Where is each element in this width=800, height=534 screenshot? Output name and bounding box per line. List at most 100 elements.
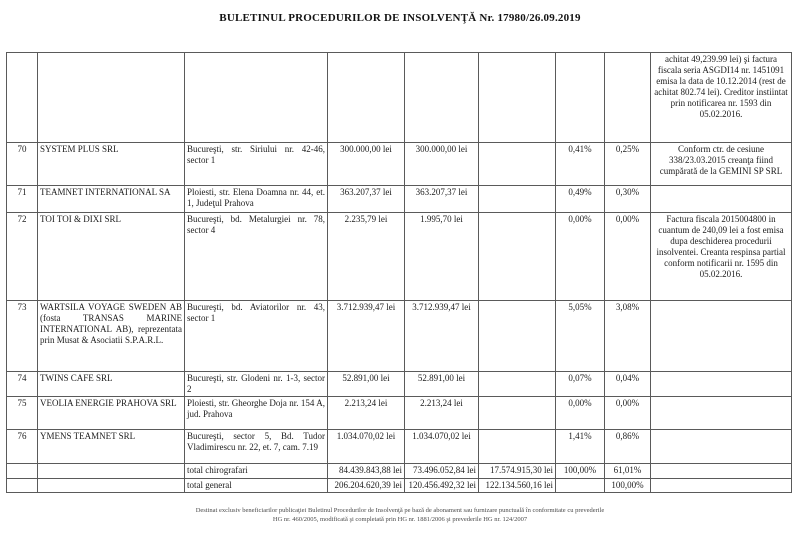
observations-cell [650,396,792,430]
creditor-name-cell: VEOLIA ENERGIE PRAHOVA SRL [37,396,185,430]
amount-declared-cell: 206.204.620,39 lei [327,478,405,493]
percent-table-cell: 100,00% [555,463,605,479]
row-number-cell [6,478,38,493]
creditor-name-cell: SYSTEM PLUS SRL [37,142,185,186]
amount-admitted-cell: 3.712.939,47 lei [404,300,479,372]
amount-declared-cell: 52.891,00 lei [327,371,405,397]
amount-admitted-cell: 363.207,37 lei [404,185,479,213]
table-row: 76 YMENS TEAMNET SRL Bucureşti, sector 5, … [6,429,792,464]
observations-cell [650,371,792,397]
total-row: total chirografari 84.439.843,88 lei 73.49… [6,463,792,479]
creditors-table-body: achitat 49,239.99 lei) şi factura fiscal… [6,52,792,493]
observations-cell [650,463,792,479]
amount-admitted-cell [404,52,479,143]
observations-cell [650,300,792,372]
percent-table-cell: 0,49% [555,185,605,213]
footer-line-1: Destinat exclusiv beneficiarilor publica… [195,507,605,514]
table-row: 73 WARTSILA VOYAGE SWEDEN AB (fosta TRANS… [6,300,792,372]
observations-cell [650,185,792,213]
percent-total-cell: 100,00% [604,478,651,493]
percent-total-cell: 0,86% [604,429,651,464]
row-number-cell: 72 [6,212,38,301]
percent-total-cell: 0,04% [604,371,651,397]
percent-total-cell: 61,01% [604,463,651,479]
creditor-name-cell: TWINS CAFE SRL [37,371,185,397]
percent-table-cell [555,478,605,493]
percent-table-cell: 0,00% [555,212,605,301]
amount-rejected-cell [478,52,556,143]
percent-total-cell [604,52,651,143]
amount-admitted-cell: 120.456.492,32 lei [404,478,479,493]
amount-rejected-cell [478,142,556,186]
observations-cell [650,478,792,493]
creditor-name-cell [37,463,185,479]
creditor-address-cell: Ploiesti, str. Gheorghe Doja nr. 154 A, … [184,396,328,430]
page-title: BULETINUL PROCEDURILOR DE INSOLVENŢĂ Nr.… [219,12,581,24]
amount-rejected-cell [478,371,556,397]
creditor-name-cell [37,478,185,493]
footer-line-2: HG nr. 460/2005, modificată şi completat… [272,516,528,523]
total-label-cell: total chirografari [184,463,328,479]
table-row: 74 TWINS CAFE SRL Bucureşti, str. Glodeni … [6,371,792,397]
row-number-cell: 76 [6,429,38,464]
amount-rejected-cell [478,185,556,213]
creditor-address-cell: Bucureşti, sector 5, Bd. Tudor Vladimire… [184,429,328,464]
amount-admitted-cell: 1.034.070,02 lei [404,429,479,464]
creditor-address-cell: Bucureşti, str. Siriului nr. 42-46, sect… [184,142,328,186]
amount-declared-cell: 1.034.070,02 lei [327,429,405,464]
creditor-name-cell: WARTSILA VOYAGE SWEDEN AB (fosta TRANSAS… [37,300,185,372]
creditor-name-cell [37,52,185,143]
percent-total-cell: 0,30% [604,185,651,213]
creditor-address-cell: Bucureşti, bd. Metalurgiei nr. 78, secto… [184,212,328,301]
amount-declared-cell: 300.000,00 lei [327,142,405,186]
amount-declared-cell: 84.439.843,88 lei [327,463,405,479]
amount-declared-cell: 2.235,79 lei [327,212,405,301]
amount-rejected-cell [478,300,556,372]
percent-total-cell: 3,08% [604,300,651,372]
observations-cell: achitat 49,239.99 lei) şi factura fiscal… [650,52,792,143]
amount-declared-cell [327,52,405,143]
table-row: 72 TOI TOI & DIXI SRL Bucureşti, bd. Metal… [6,212,792,301]
row-number-cell: 75 [6,396,38,430]
table-row: 71 TEAMNET INTERNATIONAL SA Ploiesti, str.… [6,185,792,213]
page-footer: Destinat exclusiv beneficiarilor publica… [0,506,800,524]
creditor-name-cell: TOI TOI & DIXI SRL [37,212,185,301]
amount-rejected-cell [478,429,556,464]
percent-total-cell: 0,00% [604,396,651,430]
percent-table-cell: 0,07% [555,371,605,397]
amount-rejected-cell [478,396,556,430]
row-number-cell: 71 [6,185,38,213]
row-number-cell [6,52,38,143]
creditors-table: achitat 49,239.99 lei) şi factura fiscal… [6,52,792,493]
creditor-address-cell: Bucureşti, str. Glodeni nr. 1-3, sector … [184,371,328,397]
percent-table-cell [555,52,605,143]
creditor-address-cell [184,52,328,143]
table-row: 70 SYSTEM PLUS SRL Bucureşti, str. Siriulu… [6,142,792,186]
percent-total-cell: 0,25% [604,142,651,186]
observations-cell: Conform ctr. de cesiune 338/23.03.2015 c… [650,142,792,186]
creditor-name-cell: TEAMNET INTERNATIONAL SA [37,185,185,213]
row-number-cell: 74 [6,371,38,397]
observations-cell: Factura fiscala 2015004800 in cuantum de… [650,212,792,301]
row-number-cell: 73 [6,300,38,372]
amount-rejected-cell: 122.134.560,16 lei [478,478,556,493]
creditor-name-cell: YMENS TEAMNET SRL [37,429,185,464]
amount-declared-cell: 363.207,37 lei [327,185,405,213]
observations-cell [650,429,792,464]
percent-table-cell: 0,41% [555,142,605,186]
row-number-cell [6,463,38,479]
amount-rejected-cell [478,212,556,301]
percent-table-cell: 0,00% [555,396,605,430]
amount-admitted-cell: 1.995,70 lei [404,212,479,301]
amount-declared-cell: 2.213,24 lei [327,396,405,430]
table-row: 75 VEOLIA ENERGIE PRAHOVA SRL Ploiesti, st… [6,396,792,430]
creditor-address-cell: Ploiesti, str. Elena Doamna nr. 44, et. … [184,185,328,213]
total-row: total general 206.204.620,39 lei 120.456.4… [6,478,792,493]
percent-table-cell: 5,05% [555,300,605,372]
amount-admitted-cell: 52.891,00 lei [404,371,479,397]
table-row: achitat 49,239.99 lei) şi factura fiscal… [6,52,792,143]
amount-declared-cell: 3.712.939,47 lei [327,300,405,372]
percent-total-cell: 0,00% [604,212,651,301]
row-number-cell: 70 [6,142,38,186]
